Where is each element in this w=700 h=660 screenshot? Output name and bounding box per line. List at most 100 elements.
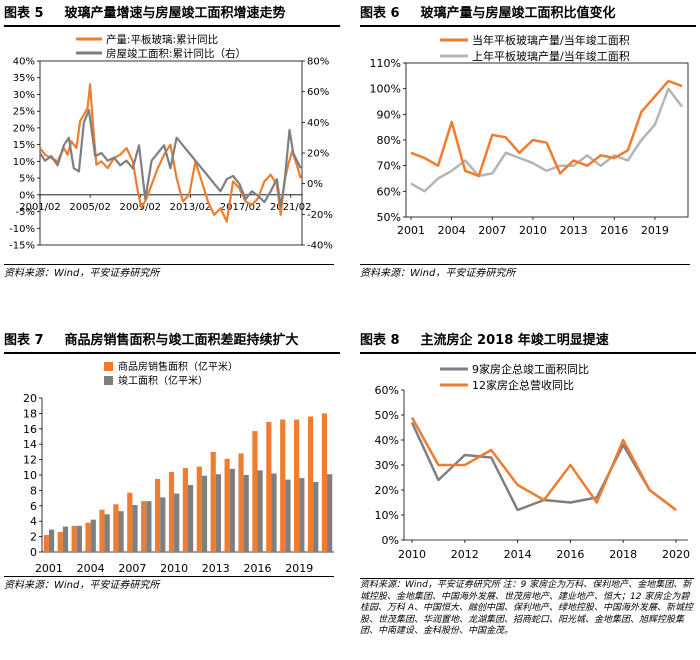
bar-sales-2009 <box>154 478 161 552</box>
series-line-2 <box>39 108 302 208</box>
bar-sales-2013 <box>210 451 216 552</box>
y-right-tick-label: -20% <box>307 210 333 221</box>
bar-sales-2017 <box>266 421 272 552</box>
y-tick-label: 50% <box>377 211 401 224</box>
y-tick-label: 12 <box>23 454 37 467</box>
bar-completed-2003 <box>76 525 82 552</box>
bar-completed-2004 <box>90 519 96 552</box>
x-tick-label: 2013 <box>560 224 588 237</box>
bar-completed-2018 <box>285 479 291 552</box>
y-right-tick-label: 60% <box>307 87 329 98</box>
legend-label-1: 产量:平板玻璃:累计同比 <box>106 33 218 46</box>
bar-completed-2007 <box>132 505 138 552</box>
figure-8-chart: 0% 10% 20% 30% 40% 50% 60% 2010 2012 2014 2016 2018… <box>375 362 690 561</box>
x-tick-label: 2013 <box>202 562 230 575</box>
figure-6-title: 玻璃产量与房屋竣工面积比值变化 <box>420 6 616 21</box>
y-left-tick-label: -15% <box>9 241 35 252</box>
panel-figure-5: 图表 5 玻璃产量增速与房屋竣工面积增速走势 -15% -10% -5% 0% 5% 10… <box>4 3 340 288</box>
y-tick-label: 20 <box>23 392 37 405</box>
legend-label-2: 上年平板玻璃产量/当年竣工面积 <box>472 49 630 63</box>
x-tick-label: 2001 <box>35 562 63 575</box>
y-tick-label: 60% <box>377 185 401 198</box>
y-left-tick-label: 25% <box>13 107 35 118</box>
bar-completed-2016 <box>257 470 263 552</box>
bar-completed-2014 <box>229 468 235 552</box>
y-tick-label: 80% <box>377 134 401 147</box>
x-tick-label: 2012 <box>451 548 479 561</box>
figure-8-number: 图表 8 <box>360 333 400 348</box>
y-tick-label: 40% <box>375 434 399 447</box>
series-line-1 <box>410 79 683 178</box>
y-tick-label: 20% <box>375 484 399 497</box>
legend-swatch-2 <box>104 376 113 385</box>
figure-5-header: 图表 5 玻璃产量增速与房屋竣工面积增速走势 <box>4 3 340 27</box>
y-tick-label: 14 <box>23 438 37 451</box>
series-line-2 <box>410 416 677 511</box>
series-line-1 <box>39 83 302 223</box>
y-left-tick-label: -10% <box>9 224 35 235</box>
x-tick-label: 2007 <box>118 562 146 575</box>
bar-completed-2002 <box>62 526 69 552</box>
y-tick-label: 4 <box>30 515 37 528</box>
bar-completed-2011 <box>188 485 194 552</box>
bar-sales-2010 <box>168 471 175 552</box>
x-tick-label: 2001 <box>397 224 425 237</box>
y-left-tick-label: 10% <box>13 157 35 168</box>
bar-completed-2005 <box>104 514 110 552</box>
y-tick-label: 30% <box>375 459 399 472</box>
figure-8-title: 主流房企 2018 年竣工明显提速 <box>420 333 609 348</box>
y-tick-label: 16 <box>23 423 37 436</box>
y-tick-label: 100% <box>370 83 401 96</box>
y-right-tick-label: -40% <box>307 241 333 252</box>
series-line-2 <box>410 87 683 193</box>
x-tick-label: 2013/02 <box>170 202 212 213</box>
bar-sales-2008 <box>141 501 147 552</box>
bar-sales-2011 <box>182 468 188 552</box>
y-tick-label: 70% <box>377 160 401 173</box>
x-tick-label: 2007 <box>478 224 506 237</box>
bar-sales-2020 <box>307 416 314 552</box>
bar-completed-2012 <box>201 475 208 552</box>
x-tick-label: 2017/02 <box>220 202 262 213</box>
figure-5-number: 图表 5 <box>4 6 44 21</box>
y-tick-label: 6 <box>30 500 37 513</box>
panel-figure-8: 图表 8 主流房企 2018 年竣工明显提速 0% 10% 20% 30% 40% 50%… <box>360 330 696 660</box>
bar-sales-2021 <box>321 413 328 552</box>
x-tick-label: 2019 <box>285 562 313 575</box>
legend-label-2: 竣工面积（亿平米） <box>118 374 208 387</box>
bar-sales-2012 <box>196 466 202 552</box>
bar-sales-2007 <box>127 492 133 552</box>
figure-7-source: 资料来源：Wind，平安证券研究所 <box>4 576 334 592</box>
figure-5-title: 玻璃产量增速与房屋竣工面积增速走势 <box>64 6 286 21</box>
x-tick-label: 2004 <box>438 224 466 237</box>
x-tick-label: 2021/02 <box>270 202 312 213</box>
figure-5-source: 资料来源：Wind，平安证券研究所 <box>4 264 334 280</box>
panel-figure-7: 图表 7 商品房销售面积与竣工面积差距持续扩大 0 2 4 6 8 10 12 14 16 18 2… <box>4 330 340 660</box>
panel-figure-6: 图表 6 玻璃产量与房屋竣工面积比值变化 50% 60% 70% 80% 90% 100%… <box>360 3 696 288</box>
figure-6-source: 资料来源：Wind，平安证券研究所 <box>360 264 690 280</box>
y-tick-label: 8 <box>30 484 37 497</box>
legend-swatch-1 <box>104 362 113 371</box>
y-right-tick-label: 40% <box>307 118 329 129</box>
y-left-tick-label: 30% <box>13 90 35 101</box>
figure-8-header: 图表 8 主流房企 2018 年竣工明显提速 <box>360 330 696 354</box>
bar-completed-2015 <box>243 475 249 552</box>
y-tick-label: 0% <box>382 534 399 547</box>
bar-completed-2021 <box>327 474 333 552</box>
x-tick-label: 2016 <box>244 562 272 575</box>
x-tick-label: 2010 <box>160 562 188 575</box>
y-left-tick-label: 15% <box>13 140 35 151</box>
x-tick-label: 2016 <box>600 224 628 237</box>
y-left-tick-label: -5% <box>16 207 35 218</box>
bar-sales-2019 <box>294 419 300 552</box>
x-tick-label: 2014 <box>504 548 532 561</box>
y-right-tick-label: 20% <box>307 149 329 160</box>
x-tick-label: 2020 <box>662 548 690 561</box>
figure-6-number: 图表 6 <box>360 6 400 21</box>
legend-label-2: 12家房企总营收同比 <box>472 378 574 392</box>
legend-label-1: 9家房企总竣工面积同比 <box>472 362 589 376</box>
bar-completed-2001 <box>48 529 55 552</box>
bar-completed-2017 <box>271 473 277 552</box>
legend-label-2: 房屋竣工面积:累计同比（右） <box>106 47 246 60</box>
bar-sales-2003 <box>71 525 77 552</box>
